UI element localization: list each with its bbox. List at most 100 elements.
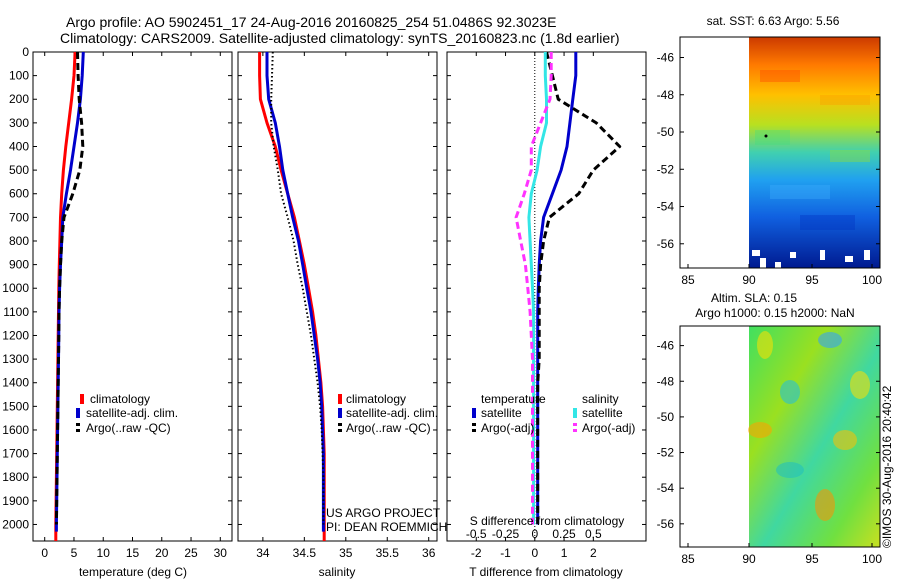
legend-label-climatology: climatology [346, 392, 406, 406]
salinity-legend: climatology satellite-adj. clim. Argo(..… [338, 392, 438, 435]
lon-tick-label: 85 [681, 273, 695, 287]
lat-tick-label: -56 [657, 517, 675, 531]
lat-tick-label: -54 [657, 481, 675, 495]
depth-tick-label: 1500 [2, 399, 29, 413]
sla-map-frame [679, 325, 881, 548]
depth-tick-label: 500 [9, 163, 29, 177]
sla-map [679, 325, 881, 548]
legend-swatch-t-argo [472, 423, 476, 426]
x-tick-label: -1 [500, 546, 511, 560]
sla-blob [815, 489, 835, 521]
x-tick-label: 15 [126, 546, 140, 560]
legend-swatch-s-satellite [573, 408, 577, 418]
map1-axis: -46 -48 -50 -52 -54 -56 85 90 95 100 [657, 50, 883, 287]
depth-tick-label: 2000 [2, 517, 29, 531]
x-tick-label: 25 [184, 546, 198, 560]
legend-swatch-s-argo [573, 423, 577, 426]
series-line-argo-raw-qc- [54, 51, 85, 525]
depth-axis-labels: 0 100 200 300 400 500 600 700 800 900 1000 1100 1200… [2, 45, 29, 531]
x-tick-label: 34 [256, 546, 270, 560]
lat-tick-label: -46 [657, 50, 675, 64]
depth-tick-label: 1300 [2, 352, 29, 366]
x-tick-label: 5 [71, 546, 78, 560]
land-cell [864, 250, 870, 260]
x-tick-label: 0 [531, 546, 538, 560]
legend-swatch-t-argo-b [472, 429, 476, 432]
lat-tick-label: -50 [657, 125, 675, 139]
depth-tick-label: 1600 [2, 423, 29, 437]
legend-label-s-satellite: satellite [582, 406, 623, 420]
legend-swatch-s-argo-b [573, 429, 577, 432]
legend-label-s-argo: Argo(-adj) [582, 421, 635, 435]
salinity-panel-frame [237, 51, 438, 542]
lat-tick-label: -48 [657, 88, 675, 102]
lat-tick-label: -46 [657, 339, 675, 353]
series-line-satellite-adj-clim- [265, 52, 325, 532]
x2-tick-label: 0 [531, 527, 538, 541]
sst-patch [800, 215, 855, 230]
sst-patch [830, 150, 870, 162]
temperature-plot: 0 5 10 15 20 25 30 [33, 51, 232, 560]
legend-label-t-satellite: satellite [481, 406, 522, 420]
legend-label-argo: Argo(..raw -QC) [346, 421, 431, 435]
salinity-plot: 34 34.5 35 35.5 36 [238, 51, 437, 560]
x2-tick-label: -0.25 [492, 527, 520, 541]
map2-title-line-1: Altim. SLA: 0.15 [711, 291, 797, 305]
legend-header-temperature: temperature [481, 392, 546, 406]
legend-swatch-t-satellite [472, 408, 476, 418]
lon-tick-label: 100 [862, 552, 882, 566]
legend-swatch-argo [338, 423, 342, 426]
series-line-climatology [258, 52, 326, 541]
lat-tick-label: -56 [657, 237, 675, 251]
lon-tick-label: 100 [862, 273, 882, 287]
depth-tick-label: 600 [9, 187, 29, 201]
sla-blob [850, 371, 870, 399]
temperature-panel-frame [32, 51, 233, 542]
sla-map-field [749, 326, 880, 547]
difference-xlabel: T difference from climatology [469, 565, 623, 579]
map1-title: sat. SST: 6.63 Argo: 5.56 [707, 14, 840, 28]
depth-tick-label: 1700 [2, 447, 29, 461]
lat-tick-label: -48 [657, 374, 675, 388]
sla-map-texture [748, 331, 870, 521]
legend-swatch-climatology [338, 394, 342, 404]
sla-blob [776, 462, 804, 478]
depth-tick-label: 400 [9, 139, 29, 153]
legend-swatch-satellite [76, 408, 80, 418]
sla-blob [757, 331, 773, 359]
land-cell [820, 250, 825, 260]
depth-tick-label: 0 [22, 45, 29, 59]
title-line-1: Argo profile: AO 5902451_17 24-Aug-2016 … [66, 14, 556, 30]
legend-label-satellite: satellite-adj. clim. [346, 406, 438, 420]
depth-tick-label: 1900 [2, 494, 29, 508]
lat-tick-label: -54 [657, 200, 675, 214]
depth-tick-label: 1800 [2, 470, 29, 484]
legend-swatch-argo [76, 423, 80, 426]
sla-blob [818, 332, 842, 348]
title-line-2: Climatology: CARS2009. Satellite-adjuste… [60, 30, 620, 46]
sst-map-field [749, 37, 880, 268]
lat-tick-label: -52 [657, 446, 675, 460]
x2-tick-label: 0.25 [552, 527, 576, 541]
x-tick-label: 35.5 [376, 546, 400, 560]
sla-blob [748, 422, 772, 438]
lat-tick-label: -50 [657, 410, 675, 424]
series-line-argo-raw-qc- [270, 51, 325, 525]
x2-tick-label: 0.5 [585, 527, 602, 541]
lon-tick-label: 95 [805, 273, 819, 287]
sst-map-frame [679, 36, 881, 269]
depth-tick-label: 700 [9, 210, 29, 224]
difference-xlabel-s: S difference from climatology [470, 514, 625, 528]
sst-map [679, 36, 881, 269]
lon-tick-label: 95 [805, 552, 819, 566]
x2-tick-label: -0.5 [466, 527, 487, 541]
sla-blob [833, 430, 857, 450]
x-tick-label: 34.5 [293, 546, 317, 560]
temperature-legend: climatology satellite-adj. clim. Argo(..… [76, 392, 178, 435]
legend-header-salinity: salinity [582, 392, 619, 406]
x-tick-label: 36 [422, 546, 436, 560]
lon-tick-label: 85 [681, 552, 695, 566]
depth-tick-label: 1200 [2, 328, 29, 342]
lon-tick-label: 90 [742, 552, 756, 566]
land-cell [760, 258, 766, 268]
